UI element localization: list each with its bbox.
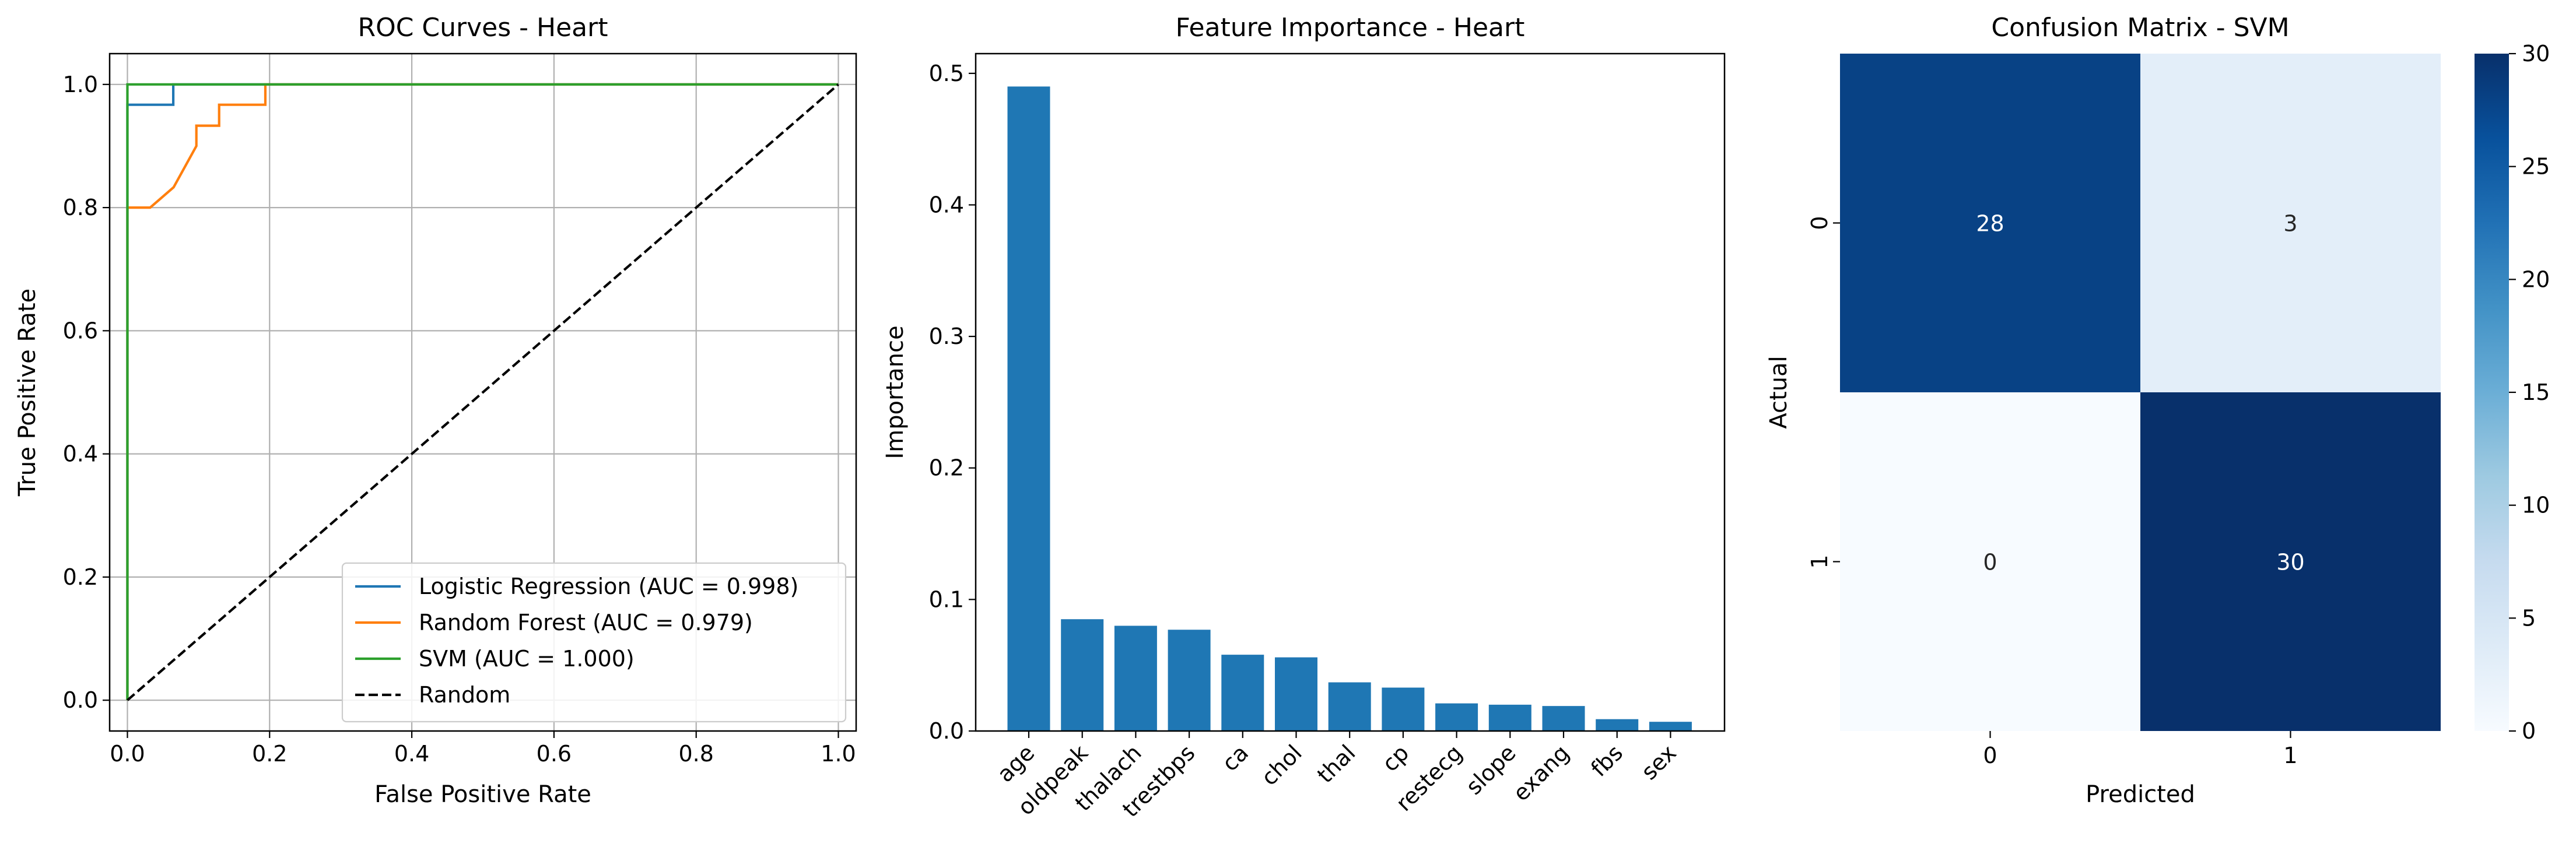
- roc-title: ROC Curves - Heart: [358, 13, 608, 43]
- confusion-panel: Confusion Matrix - SVM 28 30 30 0 101 Predi…: [1765, 13, 2550, 808]
- colorbar-tick-label: 10: [2522, 493, 2550, 518]
- confusion-cell-value: 0: [1983, 550, 1997, 575]
- confusion-cell-value: 28: [1976, 211, 2004, 237]
- confusion-y-tick-label: 0: [1807, 216, 1832, 230]
- importance-x-tick-label: thal: [1312, 740, 1361, 788]
- importance-bar: [1114, 625, 1157, 731]
- roc-legend-label: SVM (AUC = 1.000): [419, 646, 635, 672]
- confusion-cell: [1840, 392, 2140, 731]
- importance-y-tick-label: 0.4: [929, 192, 964, 217]
- importance-bar: [1382, 687, 1425, 731]
- importance-y-ticks: 0.0 0.1 0.2 0.3 0.4 0.5: [929, 61, 976, 744]
- importance-x-tick-label: ca: [1217, 740, 1253, 776]
- roc-x-ticks: 0.0 0.2 0.4 0.6 0.8 1.0: [110, 731, 856, 767]
- confusion-cell-value: 30: [2276, 550, 2304, 575]
- roc-legend-box: [341, 562, 847, 723]
- confusion-cells: 28 30 30: [1840, 54, 2441, 731]
- roc-y-ticks: 0.0 0.2 0.4 0.6 0.8 1.0: [63, 72, 110, 713]
- roc-legend: Logistic Regression (AUC = 0.998) Random …: [341, 562, 847, 723]
- roc-axes-frame: [108, 52, 857, 732]
- colorbar: [2475, 54, 2509, 731]
- roc-y-tick-label: 1.0: [63, 72, 98, 97]
- importance-bar: [1007, 86, 1050, 732]
- importance-panel: Feature Importance - Heart 0.00.10.20.30…: [882, 13, 1726, 823]
- colorbar-tick-label: 30: [2522, 41, 2550, 66]
- roc-x-tick-label: 0.0: [110, 741, 145, 767]
- importance-y-label: Importance: [882, 325, 909, 459]
- colorbar-tick-label: 25: [2522, 154, 2550, 180]
- confusion-x-tick-label: 0: [1983, 743, 1997, 768]
- confusion-x-tick-label: 1: [2283, 743, 2297, 768]
- colorbar-tick-label: 5: [2522, 605, 2536, 631]
- confusion-x-label: Predicted: [2086, 781, 2195, 808]
- roc-line-1: [126, 83, 839, 701]
- roc-x-tick-label: 0.8: [678, 741, 713, 767]
- importance-y-tick-label: 0.1: [929, 586, 964, 612]
- roc-x-tick-label: 0.2: [252, 741, 287, 767]
- importance-bar: [1542, 706, 1585, 731]
- importance-x-tick-label: chol: [1256, 740, 1307, 790]
- colorbar-tick-label: 20: [2522, 266, 2550, 292]
- roc-legend-label: Random Forest (AUC = 0.979): [419, 610, 753, 635]
- importance-bars: [1007, 86, 1692, 732]
- confusion-title: Confusion Matrix - SVM: [1991, 13, 2289, 43]
- importance-y-tick-label: 0.3: [929, 324, 964, 349]
- importance-x-tick-label: age: [992, 740, 1039, 787]
- importance-x-tick-label: cp: [1377, 740, 1414, 776]
- importance-bar: [1488, 704, 1531, 731]
- confusion-cell-value: 3: [2283, 211, 2297, 237]
- importance-x-tick-label: fbs: [1586, 740, 1628, 782]
- roc-lines: [126, 83, 839, 701]
- roc-line-3: [127, 83, 839, 701]
- roc-line-2: [126, 83, 839, 701]
- importance-x-tick-label: sex: [1636, 740, 1681, 785]
- roc-y-tick-label: 0.2: [63, 564, 98, 590]
- roc-y-tick-label: 0.4: [63, 441, 98, 467]
- roc-y-tick-label: 0.6: [63, 318, 98, 343]
- roc-panel: ROC Curves - Heart 0.0 0.2 0.4 0.6 0.8 1.0 0.…: [14, 13, 857, 808]
- importance-bar: [1275, 657, 1317, 731]
- importance-x-tick-label: exang: [1508, 740, 1575, 806]
- confusion-cell: [1840, 54, 2140, 392]
- roc-y-tick-label: 0.0: [63, 687, 98, 713]
- importance-y-tick-label: 0.0: [929, 718, 964, 744]
- confusion-cell: [2140, 54, 2441, 392]
- colorbar-tick-label: 15: [2522, 379, 2550, 405]
- confusion-y-tick-label: 1: [1807, 554, 1832, 568]
- roc-legend-label: Random: [419, 682, 510, 708]
- roc-x-label: False Positive Rate: [374, 781, 591, 808]
- roc-x-tick-label: 0.4: [394, 741, 429, 767]
- importance-bar: [1649, 722, 1692, 731]
- importance-bar: [1596, 719, 1639, 731]
- confusion-cell: [2140, 392, 2441, 731]
- roc-x-tick-label: 1.0: [821, 741, 856, 767]
- roc-x-tick-label: 0.6: [537, 741, 572, 767]
- importance-bar: [1168, 630, 1211, 731]
- roc-y-tick-label: 0.8: [63, 195, 98, 220]
- importance-y-tick-label: 0.5: [929, 61, 964, 86]
- importance-bar: [1435, 703, 1478, 731]
- roc-legend-label: Logistic Regression (AUC = 0.998): [419, 574, 798, 599]
- colorbar-tick-label: 0: [2522, 718, 2536, 744]
- confusion-ticks: 0 1 0 1: [1807, 216, 2298, 768]
- importance-bar: [1221, 655, 1264, 731]
- roc-y-label: True Positive Rate: [14, 289, 41, 497]
- colorbar-ticks: 0 5 10 15 20 25 30: [2509, 41, 2550, 744]
- importance-title: Feature Importance - Heart: [1176, 13, 1525, 43]
- confusion-y-label: Actual: [1765, 356, 1792, 428]
- importance-y-tick-label: 0.2: [929, 455, 964, 481]
- importance-bar: [1061, 619, 1104, 731]
- importance-bar: [1328, 682, 1371, 731]
